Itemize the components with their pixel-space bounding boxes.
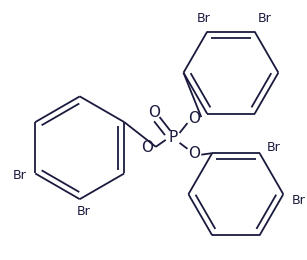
- Text: Br: Br: [258, 12, 271, 25]
- Text: O: O: [188, 111, 200, 126]
- Text: Br: Br: [77, 205, 91, 218]
- Text: O: O: [188, 146, 200, 161]
- Text: O: O: [148, 105, 160, 120]
- Text: Br: Br: [292, 194, 306, 207]
- Text: P: P: [169, 131, 178, 145]
- Text: Br: Br: [266, 141, 280, 154]
- Text: O: O: [141, 140, 153, 155]
- Text: Br: Br: [13, 169, 26, 182]
- Text: Br: Br: [196, 12, 210, 25]
